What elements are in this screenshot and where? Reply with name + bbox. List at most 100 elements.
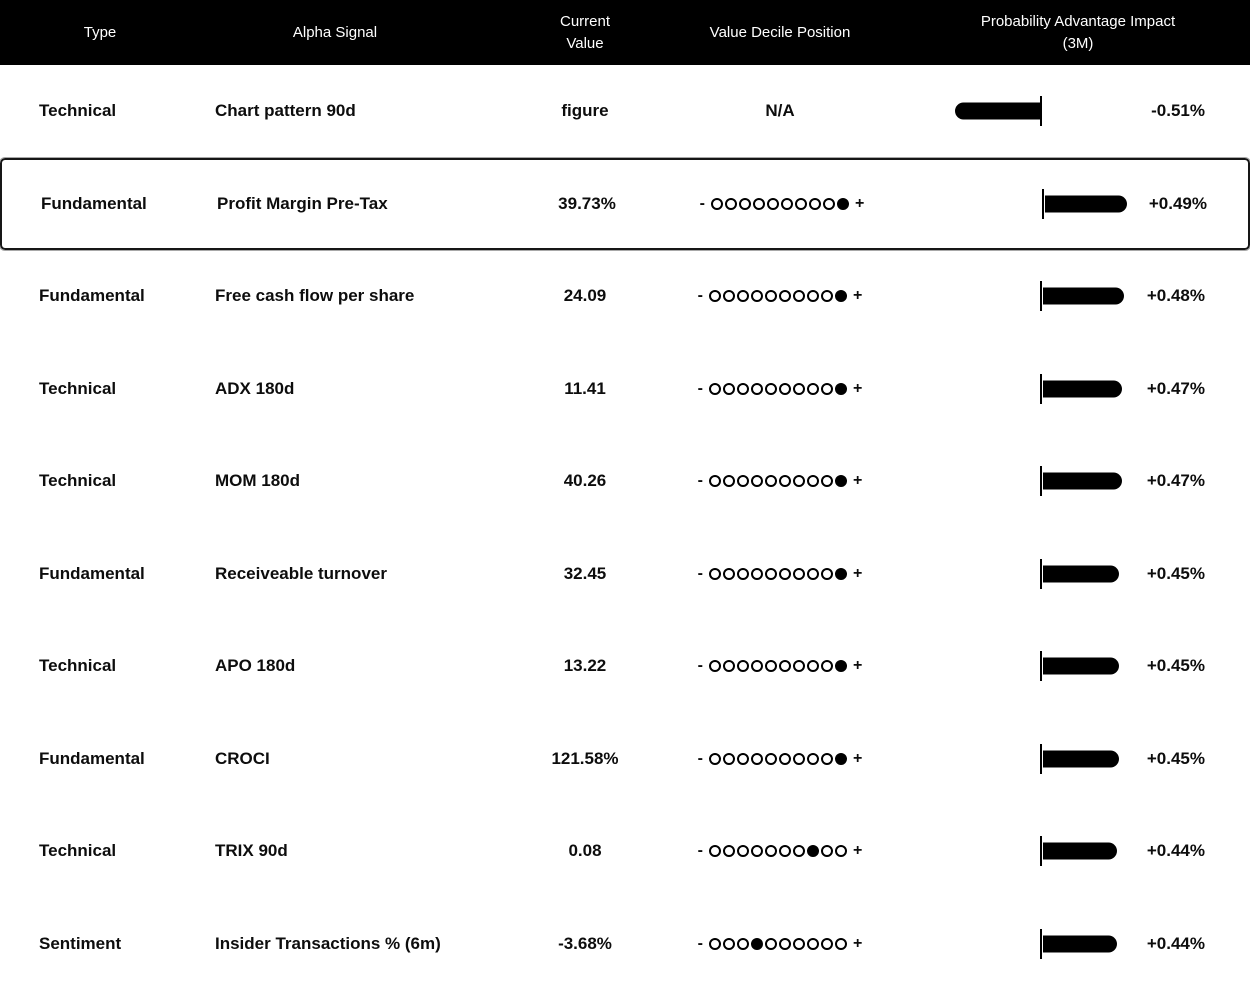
decile-max-label: + xyxy=(853,934,863,952)
impact-cell: +0.45% xyxy=(860,620,1250,713)
decile-min-label: - xyxy=(697,749,703,767)
signal-type: Technical xyxy=(39,378,117,398)
impact-bar xyxy=(1043,380,1122,398)
decile-dot xyxy=(723,937,735,950)
decile-dot xyxy=(793,290,805,303)
impact-bar xyxy=(1043,472,1122,490)
impact-value: +0.47% xyxy=(1146,471,1205,491)
decile-dot xyxy=(821,660,833,673)
decile-max-label: + xyxy=(853,472,863,490)
decile-dot xyxy=(807,475,819,488)
decile-dot xyxy=(779,567,791,580)
decile-dot xyxy=(793,660,805,673)
decile-dot xyxy=(793,382,805,395)
decile-dot xyxy=(821,290,833,303)
signal-current-value: 11.41 xyxy=(564,378,606,398)
table-row[interactable]: Fundamental Receiveable turnover 32.45 -… xyxy=(0,527,1250,620)
signal-type: Technical xyxy=(39,841,117,861)
signal-type: Fundamental xyxy=(39,563,145,583)
impact-cell: +0.48% xyxy=(860,250,1250,343)
decile-min-label: - xyxy=(697,564,703,582)
decile-dot-filled xyxy=(835,660,847,673)
decile-dot xyxy=(807,660,819,673)
impact-value: +0.45% xyxy=(1146,656,1205,676)
table-row[interactable]: Technical Chart pattern 90d figure N/A -… xyxy=(0,65,1250,158)
impact-bar xyxy=(955,102,1041,120)
decile-dot xyxy=(751,660,763,673)
decile-position-indicator: - + xyxy=(697,657,863,675)
table-row[interactable]: Fundamental Profit Margin Pre-Tax 39.73%… xyxy=(0,156,1250,251)
decile-dot xyxy=(737,567,749,580)
column-header-value-decile-position-label: Value Decile Position xyxy=(709,23,851,41)
decile-min-label: - xyxy=(697,934,703,952)
table-row[interactable]: Fundamental CROCI 121.58% - + +0.45% xyxy=(0,712,1250,806)
signal-current-value: figure xyxy=(561,101,609,121)
decile-dot xyxy=(809,197,821,210)
decile-position-indicator: - + xyxy=(698,472,863,490)
decile-dot xyxy=(793,752,805,765)
signal-type: Technical xyxy=(39,101,117,121)
signal-name: TRIX 90d xyxy=(215,841,288,861)
signal-name: MOM 180d xyxy=(215,471,301,491)
decile-min-label: - xyxy=(697,657,703,675)
decile-dot xyxy=(765,290,777,303)
decile-dot-filled xyxy=(835,382,847,395)
signal-current-value: -3.68% xyxy=(558,933,612,953)
decile-dot xyxy=(751,382,763,395)
signal-current-value: 24.09 xyxy=(563,286,607,306)
impact-bar xyxy=(1043,842,1117,860)
signal-name: Insider Transactions % (6m) xyxy=(215,933,441,953)
signal-current-value: 39.73% xyxy=(558,193,616,213)
signal-name: Chart pattern 90d xyxy=(215,101,356,121)
decile-position-indicator: N/A xyxy=(700,101,860,121)
table-row[interactable]: Sentiment Insider Transactions % (6m) -3… xyxy=(0,897,1250,990)
decile-dot xyxy=(807,290,819,303)
impact-value: +0.48% xyxy=(1146,286,1205,306)
decile-dot xyxy=(709,290,721,303)
decile-dot xyxy=(779,660,791,673)
decile-dot xyxy=(835,937,847,950)
decile-max-label: + xyxy=(853,287,863,305)
decile-dot xyxy=(751,475,763,488)
table-row[interactable]: Technical ADX 180d 11.41 - + +0.47% xyxy=(0,342,1250,435)
table-row[interactable]: Technical MOM 180d 40.26 - + +0.47% xyxy=(0,435,1250,528)
decile-dot xyxy=(765,382,777,395)
signal-name: ADX 180d xyxy=(215,378,295,398)
decile-dot xyxy=(807,382,819,395)
decile-dot xyxy=(793,567,805,580)
impact-bar xyxy=(1043,565,1119,583)
impact-zero-axis xyxy=(1040,836,1042,867)
decile-dot xyxy=(737,660,749,673)
decile-dot xyxy=(767,197,779,210)
column-header-type-label: Type xyxy=(83,23,117,41)
decile-min-label: - xyxy=(699,194,705,212)
signal-type: Technical xyxy=(39,471,117,491)
decile-dot xyxy=(709,937,721,950)
signal-name: APO 180d xyxy=(215,656,296,676)
decile-dot xyxy=(737,382,749,395)
decile-dot-filled xyxy=(835,567,847,580)
column-header-probability-advantage-impact: Probability Advantage Impact (3M) xyxy=(860,11,1250,55)
decile-max-label: + xyxy=(853,379,863,397)
impact-bar xyxy=(1043,935,1117,953)
decile-dot xyxy=(725,197,737,210)
decile-max-label: + xyxy=(855,194,865,212)
table-row[interactable]: Technical APO 180d 13.22 - + +0.45% xyxy=(0,620,1250,713)
table-row[interactable]: Fundamental Free cash flow per share 24.… xyxy=(0,250,1250,343)
decile-dot xyxy=(823,197,835,210)
table-header: Type Alpha Signal Current Value Value De… xyxy=(0,0,1250,65)
decile-dot xyxy=(779,752,791,765)
decile-position-indicator: - + xyxy=(697,749,863,768)
impact-value: +0.49% xyxy=(1148,193,1207,213)
impact-cell: +0.45% xyxy=(860,713,1250,806)
decile-dot xyxy=(765,660,777,673)
decile-dot xyxy=(737,290,749,303)
signal-table-body: Technical Chart pattern 90d figure N/A -… xyxy=(0,65,1250,990)
table-row[interactable]: Technical TRIX 90d 0.08 - + +0.44% xyxy=(0,805,1250,898)
decile-max-label: + xyxy=(853,842,863,860)
decile-dot xyxy=(737,845,749,858)
decile-max-label: + xyxy=(853,564,863,582)
decile-min-label: - xyxy=(697,379,703,397)
impact-cell: +0.49% xyxy=(862,160,1250,249)
